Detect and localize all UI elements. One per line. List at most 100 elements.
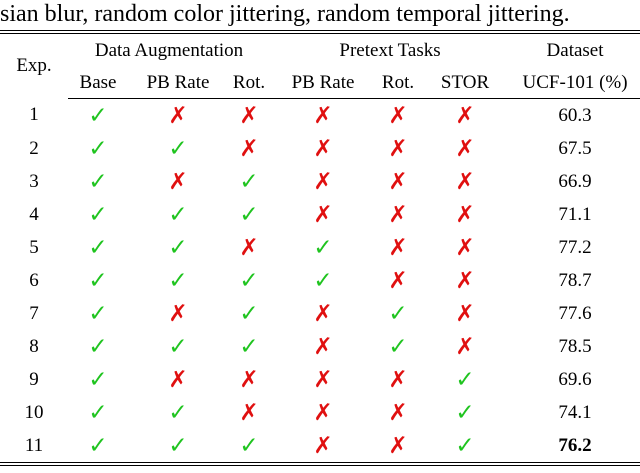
flag: ✓ <box>88 201 108 228</box>
score: 77.6 <box>558 302 592 324</box>
column-header: Rot. <box>228 67 271 99</box>
flag: ✗ <box>313 300 333 327</box>
flag: ✗ <box>455 135 475 162</box>
exp-id: 6 <box>29 269 39 291</box>
flag: ✗ <box>313 201 333 228</box>
exp-id: 11 <box>0 429 68 466</box>
flag: ✗ <box>455 102 475 129</box>
table-row: 2 ✓ ✓ ✗ ✗ ✗ ✗ 67.5 <box>0 132 640 165</box>
header-row: Exp. Data Augmentation Pretext Tasks Dat… <box>0 30 640 99</box>
flag: ✗ <box>388 267 408 294</box>
table-row: 3 ✓ ✗ ✓ ✗ ✗ ✗ 66.9 <box>0 165 640 198</box>
flag: ✓ <box>455 399 475 426</box>
flag: ✗ <box>376 429 421 466</box>
flag: ✗ <box>239 399 259 426</box>
exp-id: 5 <box>29 236 39 258</box>
column-header: UCF-101 (%) <box>510 67 640 99</box>
flag: ✓ <box>455 366 475 393</box>
flag: ✓ <box>88 366 108 393</box>
flag: ✗ <box>239 102 259 129</box>
flag: ✗ <box>239 234 259 261</box>
flag: ✓ <box>239 267 259 294</box>
flag: ✗ <box>388 201 408 228</box>
flag: ✗ <box>388 135 408 162</box>
flag: ✗ <box>270 429 377 466</box>
flag: ✓ <box>88 399 108 426</box>
flag: ✓ <box>168 333 188 360</box>
flag: ✓ <box>388 333 408 360</box>
table-row: 5 ✓ ✓ ✗ ✓ ✗ ✗ 77.2 <box>0 231 640 264</box>
score: 74.1 <box>558 401 592 423</box>
exp-id: 7 <box>29 302 39 324</box>
flag: ✓ <box>239 168 259 195</box>
flag: ✗ <box>455 300 475 327</box>
exp-id: 1 <box>29 104 39 126</box>
flag: ✓ <box>168 399 188 426</box>
score: 66.9 <box>558 170 592 192</box>
flag: ✗ <box>313 333 333 360</box>
flag: ✓ <box>388 300 408 327</box>
flag: ✗ <box>388 366 408 393</box>
score: 77.2 <box>558 236 592 258</box>
exp-id: 10 <box>24 401 44 423</box>
flag: ✗ <box>313 399 333 426</box>
group-header: Dataset <box>510 30 640 67</box>
table-row: 10 ✓ ✓ ✗ ✗ ✗ ✓ 74.1 <box>0 396 640 429</box>
flag: ✗ <box>388 234 408 261</box>
table-row: 8 ✓ ✓ ✓ ✗ ✓ ✗ 78.5 <box>0 330 640 363</box>
flag: ✓ <box>88 234 108 261</box>
score: 78.7 <box>558 269 592 291</box>
column-header: STOR <box>420 67 511 99</box>
exp-id: 3 <box>29 170 39 192</box>
flag: ✓ <box>88 267 108 294</box>
caption: sian blur, random color jittering, rando… <box>0 1 570 27</box>
flag: ✗ <box>313 102 333 129</box>
table-row: 4 ✓ ✓ ✓ ✗ ✗ ✗ 71.1 <box>0 198 640 231</box>
flag: ✓ <box>88 102 108 129</box>
table-row: 9 ✓ ✗ ✗ ✗ ✗ ✓ 69.6 <box>0 363 640 396</box>
column-header: PB Rate <box>270 67 377 99</box>
exp-id: 9 <box>29 368 39 390</box>
flag: ✓ <box>420 429 511 466</box>
flag: ✗ <box>239 366 259 393</box>
flag: ✗ <box>388 399 408 426</box>
flag: ✓ <box>88 135 108 162</box>
score: 76.2 <box>510 429 640 466</box>
flag: ✓ <box>239 300 259 327</box>
exp-id: 4 <box>29 203 39 225</box>
results-table: Exp. Data Augmentation Pretext Tasks Dat… <box>0 30 640 466</box>
table-head: Exp. Data Augmentation Pretext Tasks Dat… <box>0 30 640 99</box>
flag: ✗ <box>313 168 333 195</box>
flag: ✓ <box>168 201 188 228</box>
header-row: Base PB Rate Rot. PB Rate Rot. STOR UCF-101 (%… <box>0 67 640 99</box>
flag: ✓ <box>88 168 108 195</box>
table-row: 7 ✓ ✗ ✓ ✗ ✓ ✗ 77.6 <box>0 297 640 330</box>
exp-id: 8 <box>29 335 39 357</box>
flag: ✗ <box>455 168 475 195</box>
flag: ✓ <box>168 234 188 261</box>
flag: ✓ <box>239 201 259 228</box>
flag: ✗ <box>455 234 475 261</box>
column-header: Base <box>68 67 128 99</box>
group-header: Pretext Tasks <box>270 30 511 67</box>
score: 78.5 <box>558 335 592 357</box>
flag: ✓ <box>228 429 271 466</box>
flag: ✓ <box>68 429 128 466</box>
table-row: 11 ✓ ✓ ✓ ✗ ✗ ✓ 76.2 <box>0 429 640 466</box>
flag: ✗ <box>168 102 188 129</box>
flag: ✗ <box>455 201 475 228</box>
flag: ✓ <box>313 267 333 294</box>
table-row: 1 ✓ ✗ ✗ ✗ ✗ ✗ 60.3 <box>0 99 640 133</box>
group-header: Data Augmentation <box>68 30 271 67</box>
exp-header: Exp. <box>0 30 68 99</box>
flag: ✓ <box>168 135 188 162</box>
flag: ✓ <box>239 333 259 360</box>
flag: ✗ <box>239 135 259 162</box>
flag: ✓ <box>128 429 228 466</box>
column-header: Rot. <box>376 67 421 99</box>
flag: ✗ <box>313 366 333 393</box>
flag: ✗ <box>168 168 188 195</box>
flag: ✓ <box>313 234 333 261</box>
flag: ✗ <box>455 333 475 360</box>
table-row: 6 ✓ ✓ ✓ ✓ ✗ ✗ 78.7 <box>0 264 640 297</box>
